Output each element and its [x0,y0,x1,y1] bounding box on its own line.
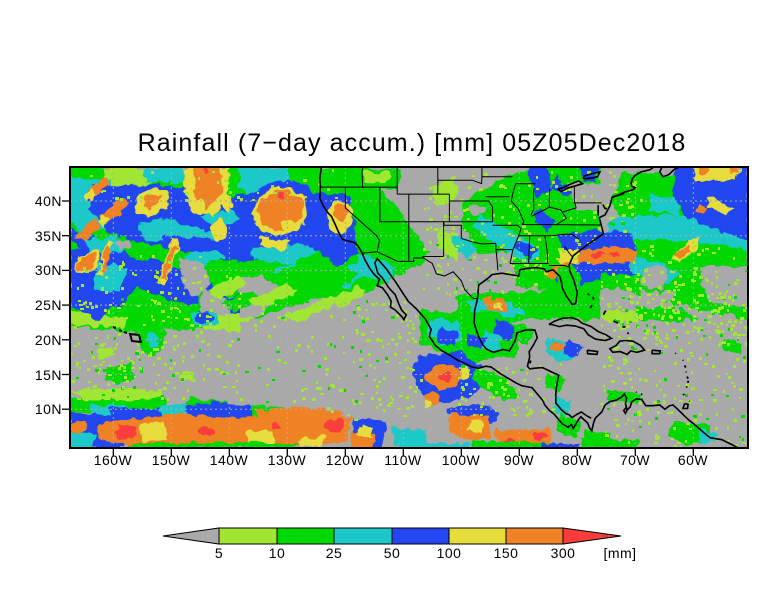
svg-text:10N: 10N [35,401,62,417]
svg-text:160W: 160W [94,452,133,468]
svg-text:300: 300 [551,545,576,561]
svg-text:130W: 130W [268,452,307,468]
svg-text:5: 5 [215,545,223,561]
svg-text:150W: 150W [152,452,191,468]
svg-text:25: 25 [326,545,343,561]
svg-text:[mm]: [mm] [603,545,636,561]
svg-text:Rainfall (7−day accum.) [mm] 0: Rainfall (7−day accum.) [mm] 05Z05Dec201… [138,129,687,157]
svg-text:120W: 120W [326,452,365,468]
svg-text:110W: 110W [384,452,422,468]
svg-text:90W: 90W [504,452,535,468]
svg-text:40N: 40N [35,193,62,209]
svg-text:80W: 80W [562,452,593,468]
svg-text:50: 50 [384,545,401,561]
svg-text:100W: 100W [442,452,481,468]
svg-text:20N: 20N [35,332,62,348]
svg-text:10: 10 [269,545,286,561]
svg-text:60W: 60W [678,452,709,468]
svg-text:100: 100 [437,545,462,561]
svg-text:150: 150 [494,545,519,561]
svg-text:140W: 140W [210,452,249,468]
svg-text:35N: 35N [35,228,62,244]
svg-text:30N: 30N [35,262,62,278]
svg-text:25N: 25N [35,297,62,313]
svg-text:70W: 70W [620,452,651,468]
svg-text:15N: 15N [35,367,62,383]
